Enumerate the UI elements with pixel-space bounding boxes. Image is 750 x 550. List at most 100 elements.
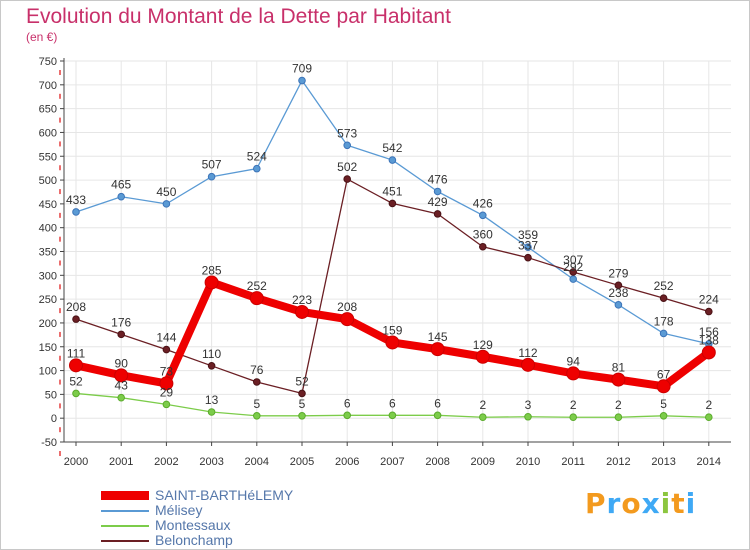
data-label: 144 — [156, 331, 176, 345]
y-tick-label: 300 — [39, 270, 57, 282]
data-label: 2 — [570, 398, 577, 412]
data-point — [298, 412, 306, 420]
x-tick-label: 2013 — [651, 456, 675, 468]
data-label: 6 — [389, 396, 396, 410]
legend-swatch — [101, 510, 149, 512]
data-point — [343, 175, 352, 183]
data-label: 2 — [479, 398, 486, 412]
data-label: 159 — [382, 323, 402, 337]
series-montessaux — [72, 389, 713, 422]
data-point — [659, 294, 668, 302]
data-label: 67 — [657, 367, 671, 381]
logo-letter: i — [660, 487, 672, 520]
data-label: 76 — [250, 363, 264, 377]
data-point — [388, 199, 397, 208]
data-label: 238 — [608, 286, 628, 300]
data-label: 252 — [654, 279, 674, 293]
data-point — [614, 281, 623, 290]
data-point — [614, 413, 623, 422]
data-point — [340, 312, 355, 327]
data-label: 145 — [428, 330, 448, 344]
data-point — [117, 330, 125, 339]
data-label: 337 — [518, 239, 538, 253]
data-point — [611, 372, 626, 387]
data-label: 129 — [473, 338, 493, 352]
data-label: 110 — [202, 347, 221, 361]
y-tick-label: 450 — [39, 199, 57, 211]
data-label: 252 — [247, 279, 267, 293]
data-point — [614, 301, 623, 309]
y-tick-label: 700 — [39, 80, 57, 92]
legend-label: Montessaux — [155, 517, 231, 533]
data-label: 29 — [160, 385, 174, 399]
data-label: 573 — [337, 126, 357, 140]
x-tick-label: 2009 — [471, 456, 495, 468]
data-point — [204, 275, 219, 290]
data-point — [253, 164, 261, 173]
labels-saint-barth-lemy: 111 90 73 285 252 223 208 159 145 129 112 94 81 67 138 — [67, 263, 719, 381]
data-point — [656, 379, 671, 394]
data-label: 524 — [247, 150, 267, 164]
y-tick-label: -50 — [41, 437, 57, 449]
data-label: 433 — [66, 193, 86, 207]
data-point — [433, 210, 442, 218]
data-label: 359 — [518, 228, 538, 242]
data-label: 465 — [111, 178, 131, 192]
series-saint-barth-lemy — [69, 275, 716, 394]
y-tick-label: 0 — [51, 413, 57, 425]
data-label: 5 — [660, 397, 667, 411]
data-point — [569, 268, 578, 276]
data-point — [388, 156, 397, 164]
data-label: 450 — [156, 185, 176, 199]
data-label: 90 — [115, 356, 129, 370]
x-tick-label: 2000 — [64, 456, 88, 468]
data-label: 502 — [337, 160, 357, 174]
data-label: 2 — [705, 398, 712, 412]
data-label: 208 — [66, 300, 86, 314]
data-label: 81 — [612, 361, 626, 375]
data-point — [117, 393, 125, 402]
data-point — [475, 349, 490, 364]
data-label: 223 — [292, 293, 312, 307]
x-tick-label: 2006 — [335, 456, 359, 468]
data-label: 112 — [518, 346, 537, 360]
data-label: 52 — [69, 374, 83, 388]
y-tick-label: 750 — [39, 56, 57, 68]
y-tick-label: 100 — [39, 366, 57, 378]
chart-subtitle: (en €) — [26, 30, 58, 44]
data-point — [524, 253, 532, 262]
data-label: 709 — [292, 62, 312, 76]
data-point — [705, 413, 713, 422]
data-label: 507 — [202, 158, 222, 172]
data-label: 178 — [654, 314, 674, 328]
data-point — [479, 242, 487, 251]
y-tick-label: 200 — [39, 318, 57, 330]
x-tick-label: 2010 — [516, 456, 540, 468]
logo-letter: r — [606, 487, 622, 520]
data-label: 285 — [202, 263, 222, 277]
y-tick-label: 50 — [45, 389, 57, 401]
data-label: 13 — [205, 393, 219, 407]
y-tick-label: 550 — [39, 151, 57, 163]
proxiti-logo: Proxiti — [585, 487, 696, 520]
data-point — [72, 389, 80, 398]
data-point — [566, 366, 581, 381]
data-point — [388, 411, 397, 420]
logo-letter: t — [671, 487, 686, 520]
data-label: 451 — [382, 184, 402, 198]
data-point — [162, 345, 171, 354]
data-point — [298, 76, 306, 85]
data-point — [659, 412, 668, 420]
data-label: 73 — [160, 364, 174, 378]
data-point — [701, 345, 716, 360]
y-tick-label: 650 — [39, 104, 57, 116]
data-point — [521, 357, 535, 372]
data-label: 5 — [253, 397, 260, 411]
data-label: 279 — [608, 266, 628, 280]
data-point — [72, 208, 80, 216]
x-tick-label: 2011 — [561, 456, 585, 468]
data-point — [524, 412, 532, 421]
data-point — [433, 411, 442, 420]
